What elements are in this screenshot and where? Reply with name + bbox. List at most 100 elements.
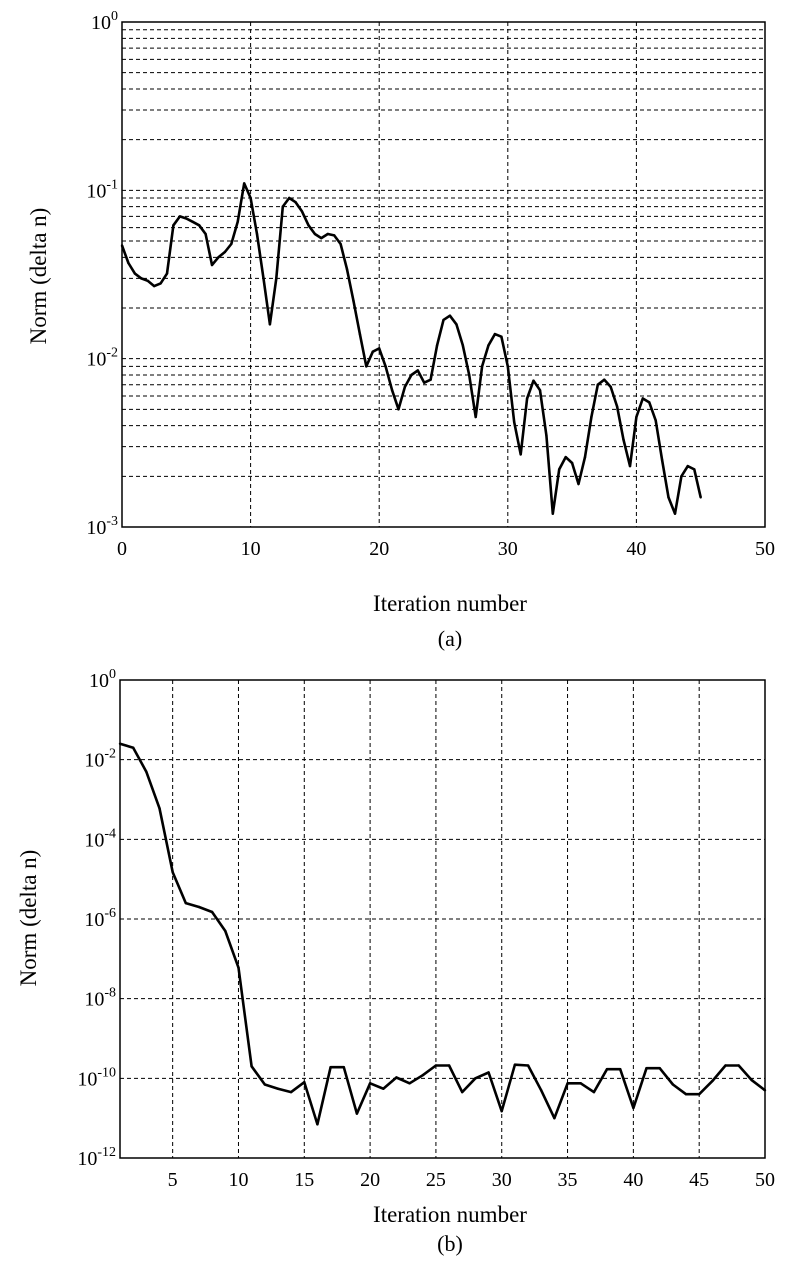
data-point: [570, 461, 574, 465]
chart-b-x-axis-label: Iteration number: [373, 1202, 527, 1227]
data-point: [660, 458, 664, 462]
data-point: [384, 365, 387, 368]
data-point: [255, 232, 259, 236]
data-point: [127, 261, 130, 265]
data-point: [609, 385, 612, 389]
data-point: [237, 966, 240, 969]
data-point: [263, 1083, 266, 1086]
data-point: [294, 201, 297, 204]
data-point: [358, 332, 362, 336]
data-point: [158, 807, 161, 810]
data-point: [352, 299, 355, 303]
data-point: [448, 314, 452, 317]
data-point: [513, 420, 516, 424]
data-point: [648, 401, 651, 404]
data-point: [276, 1087, 280, 1090]
data-point: [474, 415, 477, 419]
data-point: [592, 1090, 596, 1094]
x-tick-label: 10: [228, 1169, 248, 1191]
data-point: [210, 263, 214, 267]
data-point: [590, 415, 593, 419]
data-point: [390, 389, 394, 392]
data-point: [421, 1074, 424, 1077]
data-point: [615, 405, 619, 408]
data-point: [153, 284, 156, 288]
data-point: [545, 434, 548, 437]
data-point: [525, 397, 529, 400]
data-point: [120, 244, 124, 247]
data-point: [230, 242, 233, 246]
data-point: [532, 379, 535, 382]
data-point: [487, 344, 490, 347]
chart-a-series-line: [120, 182, 702, 515]
chart-a-y-ticks: 100 10-1 10-2 10-3: [86, 9, 118, 539]
data-point: [645, 1067, 648, 1070]
data-point: [382, 1087, 385, 1090]
data-point: [513, 1063, 517, 1066]
data-point: [737, 1064, 740, 1067]
data-point: [198, 224, 201, 227]
data-point: [551, 512, 554, 515]
data-point: [172, 224, 175, 227]
chart-a-x-axis-label: Iteration number: [373, 591, 527, 616]
data-point: [442, 318, 445, 322]
data-point: [320, 236, 323, 240]
data-point: [224, 929, 227, 933]
data-point: [281, 205, 284, 208]
chart-a-grid: [122, 22, 765, 527]
data-point: [133, 272, 137, 275]
data-point: [165, 272, 169, 275]
data-point: [146, 279, 149, 282]
data-point: [132, 746, 135, 749]
data-point: [345, 268, 349, 271]
data-point: [447, 1064, 451, 1067]
x-tick-label: 15: [294, 1169, 314, 1191]
data-point: [698, 1093, 701, 1096]
chart-a-x-ticks: 0 10 20 30 40 50: [117, 538, 775, 560]
data-point: [506, 365, 509, 368]
data-point: [468, 373, 471, 377]
x-tick-label: 40: [623, 1169, 643, 1191]
chart-panel-b: 5 10 15 20 25 30 35 40 45 50 10010-210-410-610-81…: [16, 667, 775, 1256]
data-point: [699, 496, 702, 499]
data-point: [558, 468, 561, 471]
data-point: [429, 378, 432, 381]
chart-b-series-line: [119, 742, 766, 1126]
data-point: [461, 344, 464, 347]
x-tick-label: 5: [168, 1169, 178, 1191]
chart-b-x-ticks: 5 10 15 20 25 30 35 40 45 50: [168, 1169, 775, 1191]
y-tick-label: 100: [91, 9, 118, 34]
data-point: [243, 182, 246, 185]
data-point: [339, 242, 342, 246]
data-point: [724, 1064, 727, 1067]
y-tick-label: 10-2: [86, 346, 118, 371]
data-point: [711, 1079, 714, 1083]
data-point: [268, 323, 272, 326]
data-point: [519, 453, 522, 456]
y-tick-label: 10-8: [84, 986, 116, 1011]
data-point: [288, 196, 291, 200]
data-point: [118, 742, 122, 745]
data-point: [408, 1082, 411, 1085]
data-point: [553, 1117, 556, 1120]
data-point: [434, 1064, 438, 1067]
data-point: [300, 210, 304, 213]
data-point: [185, 217, 188, 220]
data-point: [250, 1065, 253, 1068]
y-tick-label: 10-12: [77, 1145, 116, 1170]
data-point: [763, 1089, 767, 1092]
data-point: [204, 232, 207, 236]
chart-a-panel-label: (a): [438, 626, 462, 651]
chart-b-grid: [120, 680, 765, 1158]
data-point: [658, 1067, 661, 1070]
data-point: [371, 350, 374, 353]
x-tick-label: 10: [241, 538, 261, 560]
y-tick-label: 10-2: [84, 747, 116, 772]
data-point: [579, 1082, 582, 1085]
data-point: [333, 234, 336, 237]
x-tick-label: 50: [755, 538, 775, 560]
data-point: [342, 1066, 345, 1069]
data-point: [461, 1090, 464, 1094]
data-point: [416, 369, 419, 372]
data-point: [236, 220, 239, 223]
